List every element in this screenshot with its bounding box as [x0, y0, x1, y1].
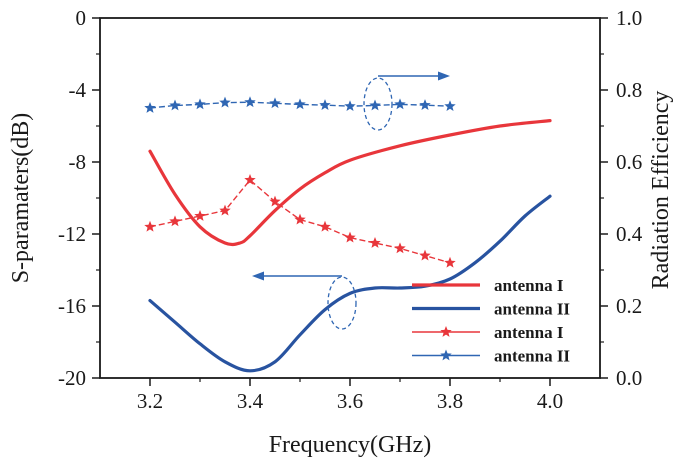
y-right-tick-label: 0.2: [616, 294, 642, 318]
legend-label-1: antenna II: [494, 300, 570, 319]
star-marker-icon: [394, 242, 406, 254]
y-left-tick-label: 0: [76, 6, 87, 30]
star-marker-icon: [244, 174, 256, 185]
y-left-tick-label: -12: [58, 222, 86, 246]
tick-labels: 3.2 3.4 3.6 3.8 4.0 0 -4 -8 -12 -16 -20 1.0 0.8 0.6 0.…: [58, 6, 643, 413]
star-marker-icon: [169, 215, 181, 227]
annotation-ellipse-right: [363, 77, 393, 131]
x-axis-title: Frequency(GHz): [269, 432, 432, 458]
y-right-tick-label: 1.0: [616, 6, 642, 30]
star-marker-icon: [319, 220, 331, 232]
y-right-tick-label: 0.6: [616, 150, 642, 174]
legend-label-0: antenna I: [494, 276, 564, 295]
y-axis-right-title: Radiation Efficiency: [648, 91, 674, 290]
star-marker-icon: [269, 195, 281, 207]
legend-star-icon: [440, 349, 452, 361]
star-marker-icon: [344, 231, 356, 243]
legend: antenna I antenna II antenna I antenna II: [412, 276, 570, 366]
series-markers: [144, 96, 456, 268]
star-marker-icon: [369, 237, 381, 248]
series-line-1: [148, 194, 552, 373]
star-marker-icon: [344, 100, 356, 112]
star-marker-icon: [194, 98, 206, 110]
x-tick-label: 3.2: [137, 389, 163, 413]
star-marker-icon: [319, 99, 331, 110]
star-marker-icon: [269, 97, 281, 109]
star-marker-icon: [394, 98, 406, 110]
star-marker-icon: [419, 249, 431, 261]
y-left-tick-label: -20: [58, 366, 86, 390]
y-left-tick-label: -16: [58, 294, 86, 318]
series-line-0: [148, 119, 552, 247]
legend-label-2: antenna I: [494, 323, 564, 342]
tick-marks: [92, 17, 608, 386]
star-marker-icon: [219, 96, 231, 108]
star-marker-icon: [219, 204, 231, 216]
star-marker-icon: [144, 102, 156, 113]
annotations: [252, 71, 450, 330]
star-marker-icon: [369, 99, 381, 111]
legend-label-3: antenna II: [494, 347, 570, 366]
star-marker-icon: [419, 99, 431, 110]
x-tick-label: 3.8: [437, 389, 463, 413]
star-marker-icon: [144, 220, 156, 232]
star-marker-icon: [194, 210, 206, 221]
star-marker-icon: [244, 96, 256, 108]
star-marker-icon: [444, 100, 456, 112]
star-marker-icon: [169, 99, 181, 111]
y-axis-left-title: S-paramaters(dB): [8, 113, 34, 284]
star-marker-icon: [294, 213, 306, 225]
y-right-tick-label: 0.0: [616, 366, 642, 390]
annotation-ellipse-left: [327, 276, 357, 330]
legend-star-icon: [440, 326, 452, 337]
y-right-tick-label: 0.4: [616, 222, 643, 246]
x-tick-label: 4.0: [537, 389, 563, 413]
y-right-tick-label: 0.8: [616, 78, 642, 102]
x-tick-label: 3.4: [237, 389, 264, 413]
star-marker-icon: [444, 256, 456, 268]
x-tick-label: 3.6: [337, 389, 363, 413]
arrowhead-left-icon: [252, 271, 264, 281]
y-left-tick-label: -8: [69, 150, 87, 174]
y-left-tick-label: -4: [69, 78, 87, 102]
star-marker-icon: [294, 98, 306, 110]
arrowhead-right-icon: [438, 71, 450, 81]
